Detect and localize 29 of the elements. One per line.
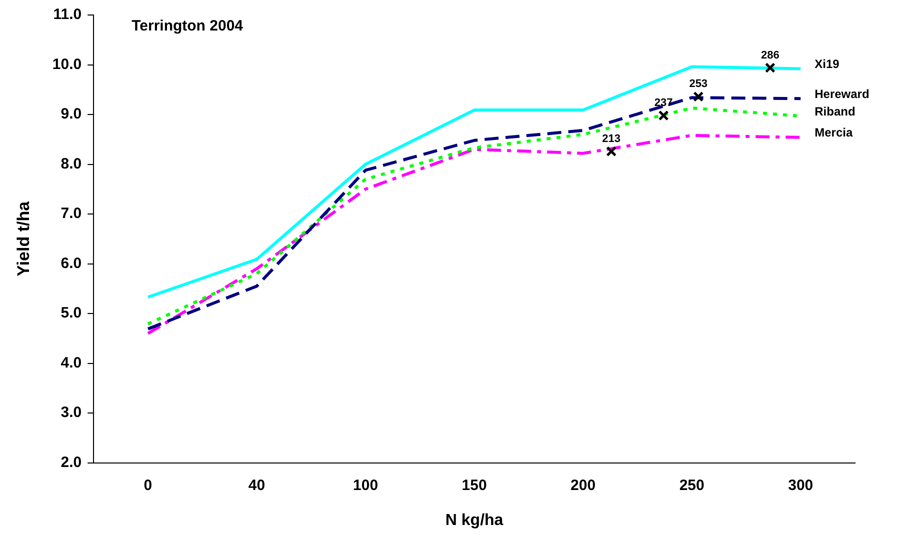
y-tick-label: 6.0 bbox=[60, 254, 82, 272]
y-tick-label: 2.0 bbox=[60, 454, 82, 471]
x-tick-label: 40 bbox=[248, 476, 266, 494]
y-tick-label: 10.0 bbox=[52, 56, 82, 73]
y-tick-label: 4.0 bbox=[60, 354, 82, 372]
y-tick-label: 8.0 bbox=[60, 155, 82, 172]
series-label: Mercia bbox=[814, 126, 853, 140]
series-label: Hereward bbox=[814, 86, 870, 101]
y-tick-label: 11.0 bbox=[53, 6, 82, 24]
annotation: 286 bbox=[760, 49, 780, 62]
annotation: 213 bbox=[602, 132, 621, 145]
x-tick-label: 0 bbox=[144, 476, 152, 494]
x-tick-label: 150 bbox=[462, 476, 487, 494]
x-axis-title: N kg/ha bbox=[445, 512, 504, 529]
chart-title: Terrington 2004 bbox=[132, 18, 244, 35]
series-label: Xi19 bbox=[814, 57, 840, 72]
y-tick-label: 3.0 bbox=[60, 404, 82, 422]
series-label: Riband bbox=[814, 104, 856, 118]
x-tick-label: 300 bbox=[788, 476, 814, 494]
line-series bbox=[146, 134, 802, 335]
annotation: 253 bbox=[689, 78, 708, 90]
x-tick-label: 250 bbox=[679, 476, 704, 494]
y-tick-label: 5.0 bbox=[60, 304, 82, 322]
x-tick-label: 100 bbox=[353, 476, 378, 494]
y-tick-label: 9.0 bbox=[60, 106, 82, 123]
annotation: 237 bbox=[654, 97, 673, 110]
y-axis-title: Yield t/ha bbox=[14, 200, 33, 276]
y-tick-label: 7.0 bbox=[60, 205, 82, 222]
x-tick-label: 200 bbox=[570, 476, 596, 494]
